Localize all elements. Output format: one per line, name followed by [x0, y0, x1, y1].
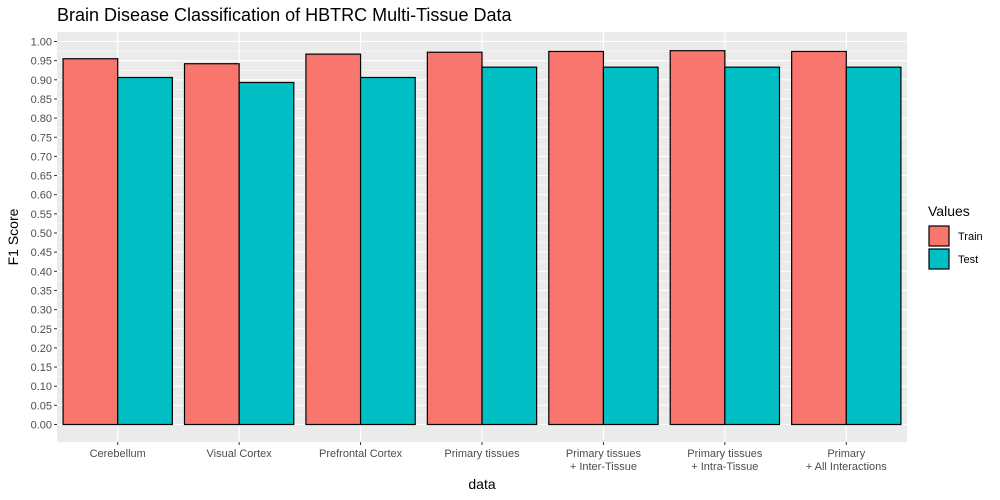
- y-tick-label: 0.25: [31, 324, 52, 336]
- x-tick-label: + All Interactions: [806, 461, 888, 473]
- y-tick-label: 0.40: [31, 266, 52, 278]
- x-tick-label: Prefrontal Cortex: [319, 448, 403, 460]
- y-axis-title: F1 Score: [5, 208, 21, 265]
- y-tick-label: 0.30: [31, 305, 52, 317]
- x-tick-label: + Intra-Tissue: [691, 461, 758, 473]
- y-tick-label: 0.20: [31, 343, 52, 355]
- y-tick-label: 0.35: [31, 285, 52, 297]
- y-tick-label: 0.05: [31, 400, 52, 412]
- bars-group: [62, 50, 902, 426]
- x-tick-label: Primary tissues: [566, 448, 642, 460]
- x-axis-title: data: [468, 476, 495, 492]
- bar-train: [305, 53, 362, 426]
- bar-train: [183, 63, 240, 426]
- bar-train: [669, 50, 726, 426]
- x-tick-label: + Inter-Tissue: [570, 461, 637, 473]
- y-tick-label: 0.65: [31, 171, 52, 183]
- y-tick-label: 0.15: [31, 362, 52, 374]
- x-tick-label: Primary tissues: [444, 448, 520, 460]
- y-tick-label: 0.10: [31, 381, 52, 393]
- bar-test: [602, 66, 659, 426]
- bar-test: [481, 66, 538, 426]
- legend-label-test: Test: [958, 254, 978, 266]
- bar-test: [724, 66, 781, 426]
- x-tick-label: Primary: [827, 448, 865, 460]
- x-tick-label: Visual Cortex: [207, 448, 273, 460]
- legend: Values Train Test: [928, 203, 983, 270]
- y-tick-label: 0.90: [31, 75, 52, 87]
- bar-test: [117, 76, 173, 426]
- y-tick-label: 0.50: [31, 228, 52, 240]
- y-tick-label: 0.75: [31, 132, 52, 144]
- bar-train: [62, 58, 119, 426]
- bar-train: [791, 50, 847, 426]
- legend-title: Values: [928, 203, 970, 219]
- bar-test: [845, 66, 902, 426]
- y-tick-label: 0.00: [31, 420, 52, 432]
- y-tick-label: 0.85: [31, 94, 52, 106]
- y-tick-label: 0.80: [31, 113, 52, 125]
- y-tick-label: 0.70: [31, 151, 52, 163]
- bar-train: [548, 50, 605, 426]
- chart-title: Brain Disease Classification of HBTRC Mu…: [57, 5, 512, 25]
- bar-test: [359, 76, 416, 426]
- bar-test: [238, 81, 295, 426]
- y-tick-label: 1.00: [31, 37, 52, 49]
- y-axis: 0.00 0.05 0.10 0.15 0.20 0.25 0.30 0.35 0.40 0.45…: [31, 37, 57, 432]
- legend-swatch-train: [928, 225, 950, 247]
- y-tick-label: 0.95: [31, 56, 52, 68]
- y-tick-label: 0.55: [31, 209, 52, 221]
- bar-train: [426, 51, 483, 426]
- legend-label-train: Train: [958, 231, 983, 243]
- y-tick-label: 0.60: [31, 190, 52, 202]
- y-tick-label: 0.45: [31, 247, 52, 259]
- x-tick-label: Primary tissues: [687, 448, 763, 460]
- x-tick-label: Cerebellum: [90, 448, 146, 460]
- x-axis: Cerebellum Visual Cortex Prefrontal Cortex…: [90, 442, 888, 473]
- legend-swatch-test: [928, 248, 950, 270]
